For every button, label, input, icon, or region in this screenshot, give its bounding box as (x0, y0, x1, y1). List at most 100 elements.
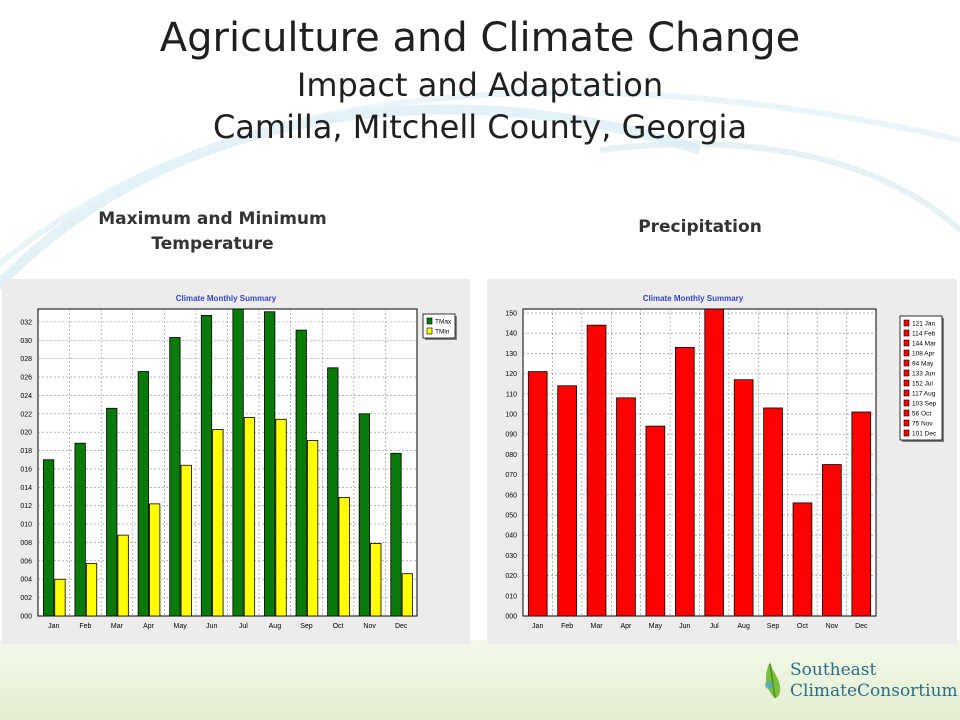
legend-label: 94 May (912, 361, 934, 368)
x-tick-label: Mar (591, 623, 604, 630)
y-tick-label: 020 (505, 573, 517, 580)
y-tick-label: 026 (20, 375, 32, 382)
y-tick-label: 100 (505, 412, 517, 419)
y-tick-label: 000 (505, 614, 517, 621)
legend-label: TMax (435, 319, 452, 326)
bar-tmax-aug (264, 311, 276, 617)
bar-tmax-sep (295, 329, 307, 617)
legend-swatch (903, 419, 910, 427)
logo-text: Southeast ClimateConsortium (790, 660, 958, 702)
bar-tmax-jul (232, 308, 244, 617)
temperature-heading-line-2: Temperature (151, 234, 274, 254)
x-tick-label: Aug (269, 623, 282, 630)
x-tick-label: Dec (855, 623, 868, 630)
chart-title: Climate Monthly Summary (176, 294, 277, 303)
legend-swatch (903, 349, 910, 357)
y-tick-label: 030 (505, 553, 517, 560)
bar-precipitation-aug (733, 379, 754, 617)
y-tick-label: 130 (505, 351, 517, 358)
legend-swatch (426, 327, 433, 335)
y-tick-label: 020 (20, 430, 32, 437)
slide-title: Agriculture and Climate Change Impact an… (0, 12, 960, 148)
legend (899, 315, 943, 441)
y-tick-label: 060 (505, 492, 517, 499)
bar-precipitation-jun (674, 346, 695, 617)
x-tick-label: Apr (143, 623, 155, 630)
x-tick-label: Aug (737, 623, 750, 630)
y-tick-label: 008 (20, 540, 32, 547)
chart-title: Climate Monthly Summary (643, 294, 744, 303)
bar-precipitation-may (645, 425, 666, 617)
legend-swatch (903, 319, 910, 327)
legend-label: 103 Sep (912, 401, 937, 408)
temperature-chart-panel: Climate Monthly Summary 000 002 004 006 008 01… (2, 279, 470, 644)
y-tick-label: 000 (20, 614, 32, 621)
y-tick-label: 032 (20, 319, 32, 326)
x-tick-label: Apr (621, 623, 633, 630)
title-line-3: Camilla, Mitchell County, Georgia (212, 108, 748, 146)
bar-tmin-feb (85, 563, 98, 617)
bar-tmin-jul (243, 417, 256, 617)
bar-tmax-oct (327, 367, 339, 617)
bar-tmin-oct (338, 497, 350, 617)
legend-swatch (903, 429, 910, 437)
y-tick-label: 090 (505, 432, 517, 439)
y-tick-label: 006 (20, 558, 32, 565)
y-tick-label: 070 (505, 472, 517, 479)
bar-precipitation-oct (792, 502, 813, 617)
y-tick-label: 150 (505, 311, 517, 318)
y-tick-label: 140 (505, 331, 517, 338)
bar-tmax-mar (106, 407, 118, 617)
bar-precipitation-jul (704, 308, 725, 617)
legend-swatch (903, 399, 910, 407)
bar-tmax-nov (358, 413, 371, 617)
y-tick-label: 040 (505, 533, 517, 540)
legend-label: 121 Jan (912, 321, 936, 328)
x-tick-label: Oct (333, 623, 344, 630)
bar-tmax-apr (137, 371, 149, 617)
y-tick-label: 012 (20, 503, 32, 510)
x-tick-label: Jan (532, 623, 543, 630)
x-tick-label: Nov (826, 623, 839, 630)
x-tick-label: Sep (767, 623, 780, 630)
y-tick-label: 024 (20, 393, 32, 400)
x-tick-label: Jul (239, 623, 248, 630)
x-tick-label: Jul (710, 623, 719, 630)
x-tick-label: May (174, 623, 188, 630)
legend-label: 152 Jul (912, 381, 934, 388)
y-tick-label: 016 (20, 466, 32, 473)
temperature-chart: Climate Monthly Summary 000 002 004 006 008 01… (20, 294, 457, 630)
x-tick-label: May (649, 623, 663, 630)
southeast-climate-consortium-logo: Southeast ClimateConsortium (762, 656, 958, 708)
legend-label: 75 Nov (912, 421, 933, 428)
temperature-heading: Maximum and Minimum Temperature (40, 207, 385, 257)
legend-label: 114 Feb (912, 331, 936, 338)
y-tick-label: 022 (20, 411, 32, 418)
bar-tmin-apr (149, 503, 161, 617)
x-tick-label: Feb (79, 623, 91, 630)
bar-tmin-aug (275, 418, 287, 617)
bar-tmax-dec (390, 452, 402, 617)
x-tick-label: Jan (48, 623, 59, 630)
legend-swatch (903, 389, 910, 397)
legend-label: 108 Apr (912, 351, 935, 358)
y-tick-label: 080 (505, 452, 517, 459)
y-tick-label: 002 (20, 595, 32, 602)
bar-precipitation-nov (822, 464, 842, 617)
legend-swatch (903, 359, 910, 367)
x-tick-label: Sep (300, 623, 313, 630)
y-tick-label: 018 (20, 448, 32, 455)
y-tick-label: 014 (20, 485, 32, 492)
bar-tmin-jun (212, 429, 224, 617)
legend-swatch (903, 379, 910, 387)
x-tick-label: Oct (797, 623, 808, 630)
x-tick-label: Mar (111, 623, 124, 630)
legend-label: 56 Oct (912, 411, 931, 418)
precipitation-chart-panel: Climate Monthly Summary 000 010 020 030 040 05… (487, 279, 957, 644)
precipitation-chart: Climate Monthly Summary 000 010 020 030 040 05… (505, 294, 944, 630)
y-tick-label: 110 (506, 391, 517, 398)
legend-label: TMin (435, 329, 450, 336)
bar-precipitation-feb (557, 385, 577, 617)
y-tick-label: 010 (20, 522, 32, 529)
x-tick-label: Nov (363, 623, 376, 630)
